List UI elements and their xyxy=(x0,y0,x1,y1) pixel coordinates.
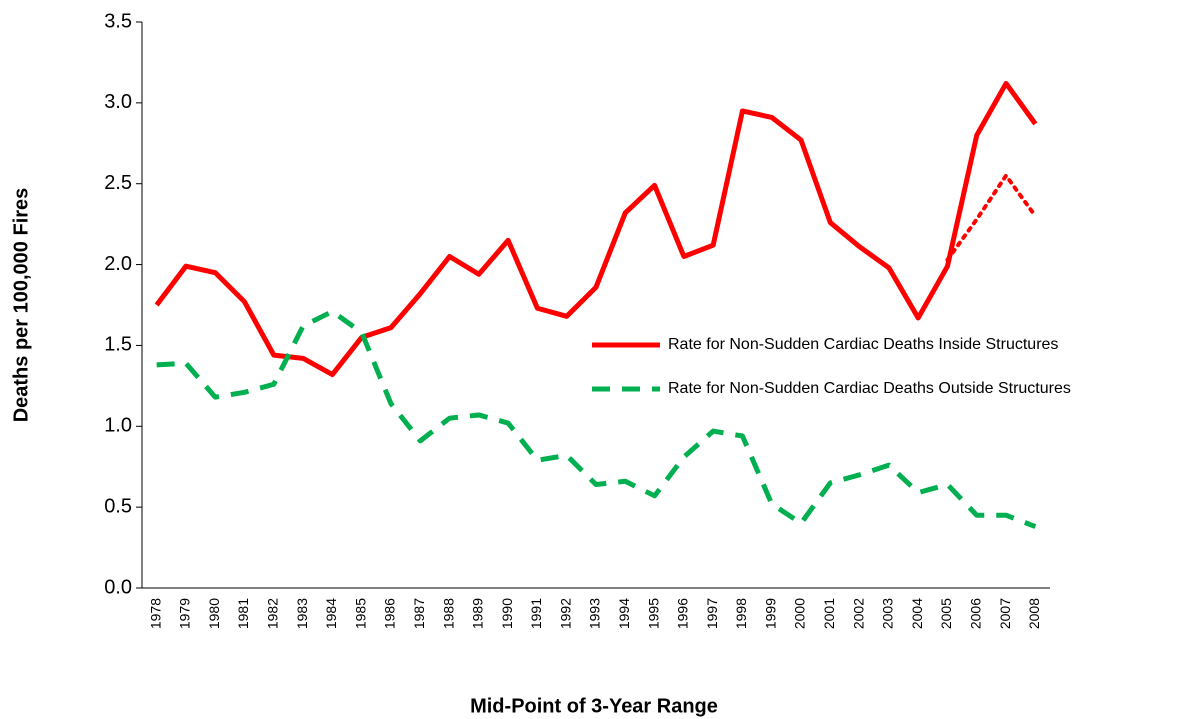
y-tick-label: 0.5 xyxy=(104,495,132,517)
legend-label: Rate for Non-Sudden Cardiac Deaths Insid… xyxy=(668,336,1058,353)
y-tick-label: 2.5 xyxy=(104,172,132,194)
x-tick-label: 1992 xyxy=(557,598,573,629)
x-tick-label: 1987 xyxy=(411,598,427,629)
x-tick-label: 1980 xyxy=(206,598,222,629)
x-tick-label: 1995 xyxy=(645,598,661,629)
x-axis-title: Mid-Point of 3-Year Range xyxy=(470,695,718,717)
x-tick-label: 1984 xyxy=(323,598,339,629)
y-axis-title: Deaths per 100,000 Fires xyxy=(10,188,32,423)
y-tick-label: 3.5 xyxy=(104,10,132,32)
y-tick-label: 1.0 xyxy=(104,415,132,437)
x-tick-label: 1999 xyxy=(762,598,778,629)
x-tick-label: 1994 xyxy=(616,598,632,629)
x-tick-label: 2004 xyxy=(909,598,925,629)
series-line xyxy=(156,308,1037,529)
x-tick-label: 1993 xyxy=(587,598,603,629)
x-tick-label: 1996 xyxy=(675,598,691,629)
x-tick-label: 1983 xyxy=(294,598,310,629)
x-tick-label: 1986 xyxy=(382,598,398,629)
x-tick-label: 2008 xyxy=(1026,598,1042,629)
x-tick-label: 1981 xyxy=(235,598,251,629)
y-tick-label: 3.0 xyxy=(104,91,132,113)
x-tick-label: 2003 xyxy=(880,598,896,629)
x-tick-label: 1988 xyxy=(440,598,456,629)
y-tick-label: 0.0 xyxy=(104,576,132,598)
series-line xyxy=(945,173,1038,262)
x-tick-label: 2005 xyxy=(938,598,954,629)
y-tick-label: 2.0 xyxy=(104,253,132,275)
x-tick-label: 2006 xyxy=(967,598,983,629)
x-tick-label: 1991 xyxy=(528,598,544,629)
x-tick-label: 1989 xyxy=(470,598,486,629)
x-tick-label: 1997 xyxy=(704,598,720,629)
x-tick-label: 2001 xyxy=(821,598,837,629)
series-line xyxy=(154,80,1038,378)
x-tick-label: 1985 xyxy=(352,598,368,629)
x-tick-label: 2000 xyxy=(792,598,808,629)
x-tick-label: 1998 xyxy=(733,598,749,629)
x-tick-label: 1978 xyxy=(147,598,163,629)
x-tick-label: 2007 xyxy=(997,598,1013,629)
x-tick-label: 2002 xyxy=(850,598,866,629)
x-tick-label: 1982 xyxy=(265,598,281,629)
x-tick-label: 1979 xyxy=(177,598,193,629)
legend-label: Rate for Non-Sudden Cardiac Deaths Outsi… xyxy=(668,380,1071,397)
y-tick-label: 1.5 xyxy=(104,334,132,356)
x-tick-label: 1990 xyxy=(499,598,515,629)
